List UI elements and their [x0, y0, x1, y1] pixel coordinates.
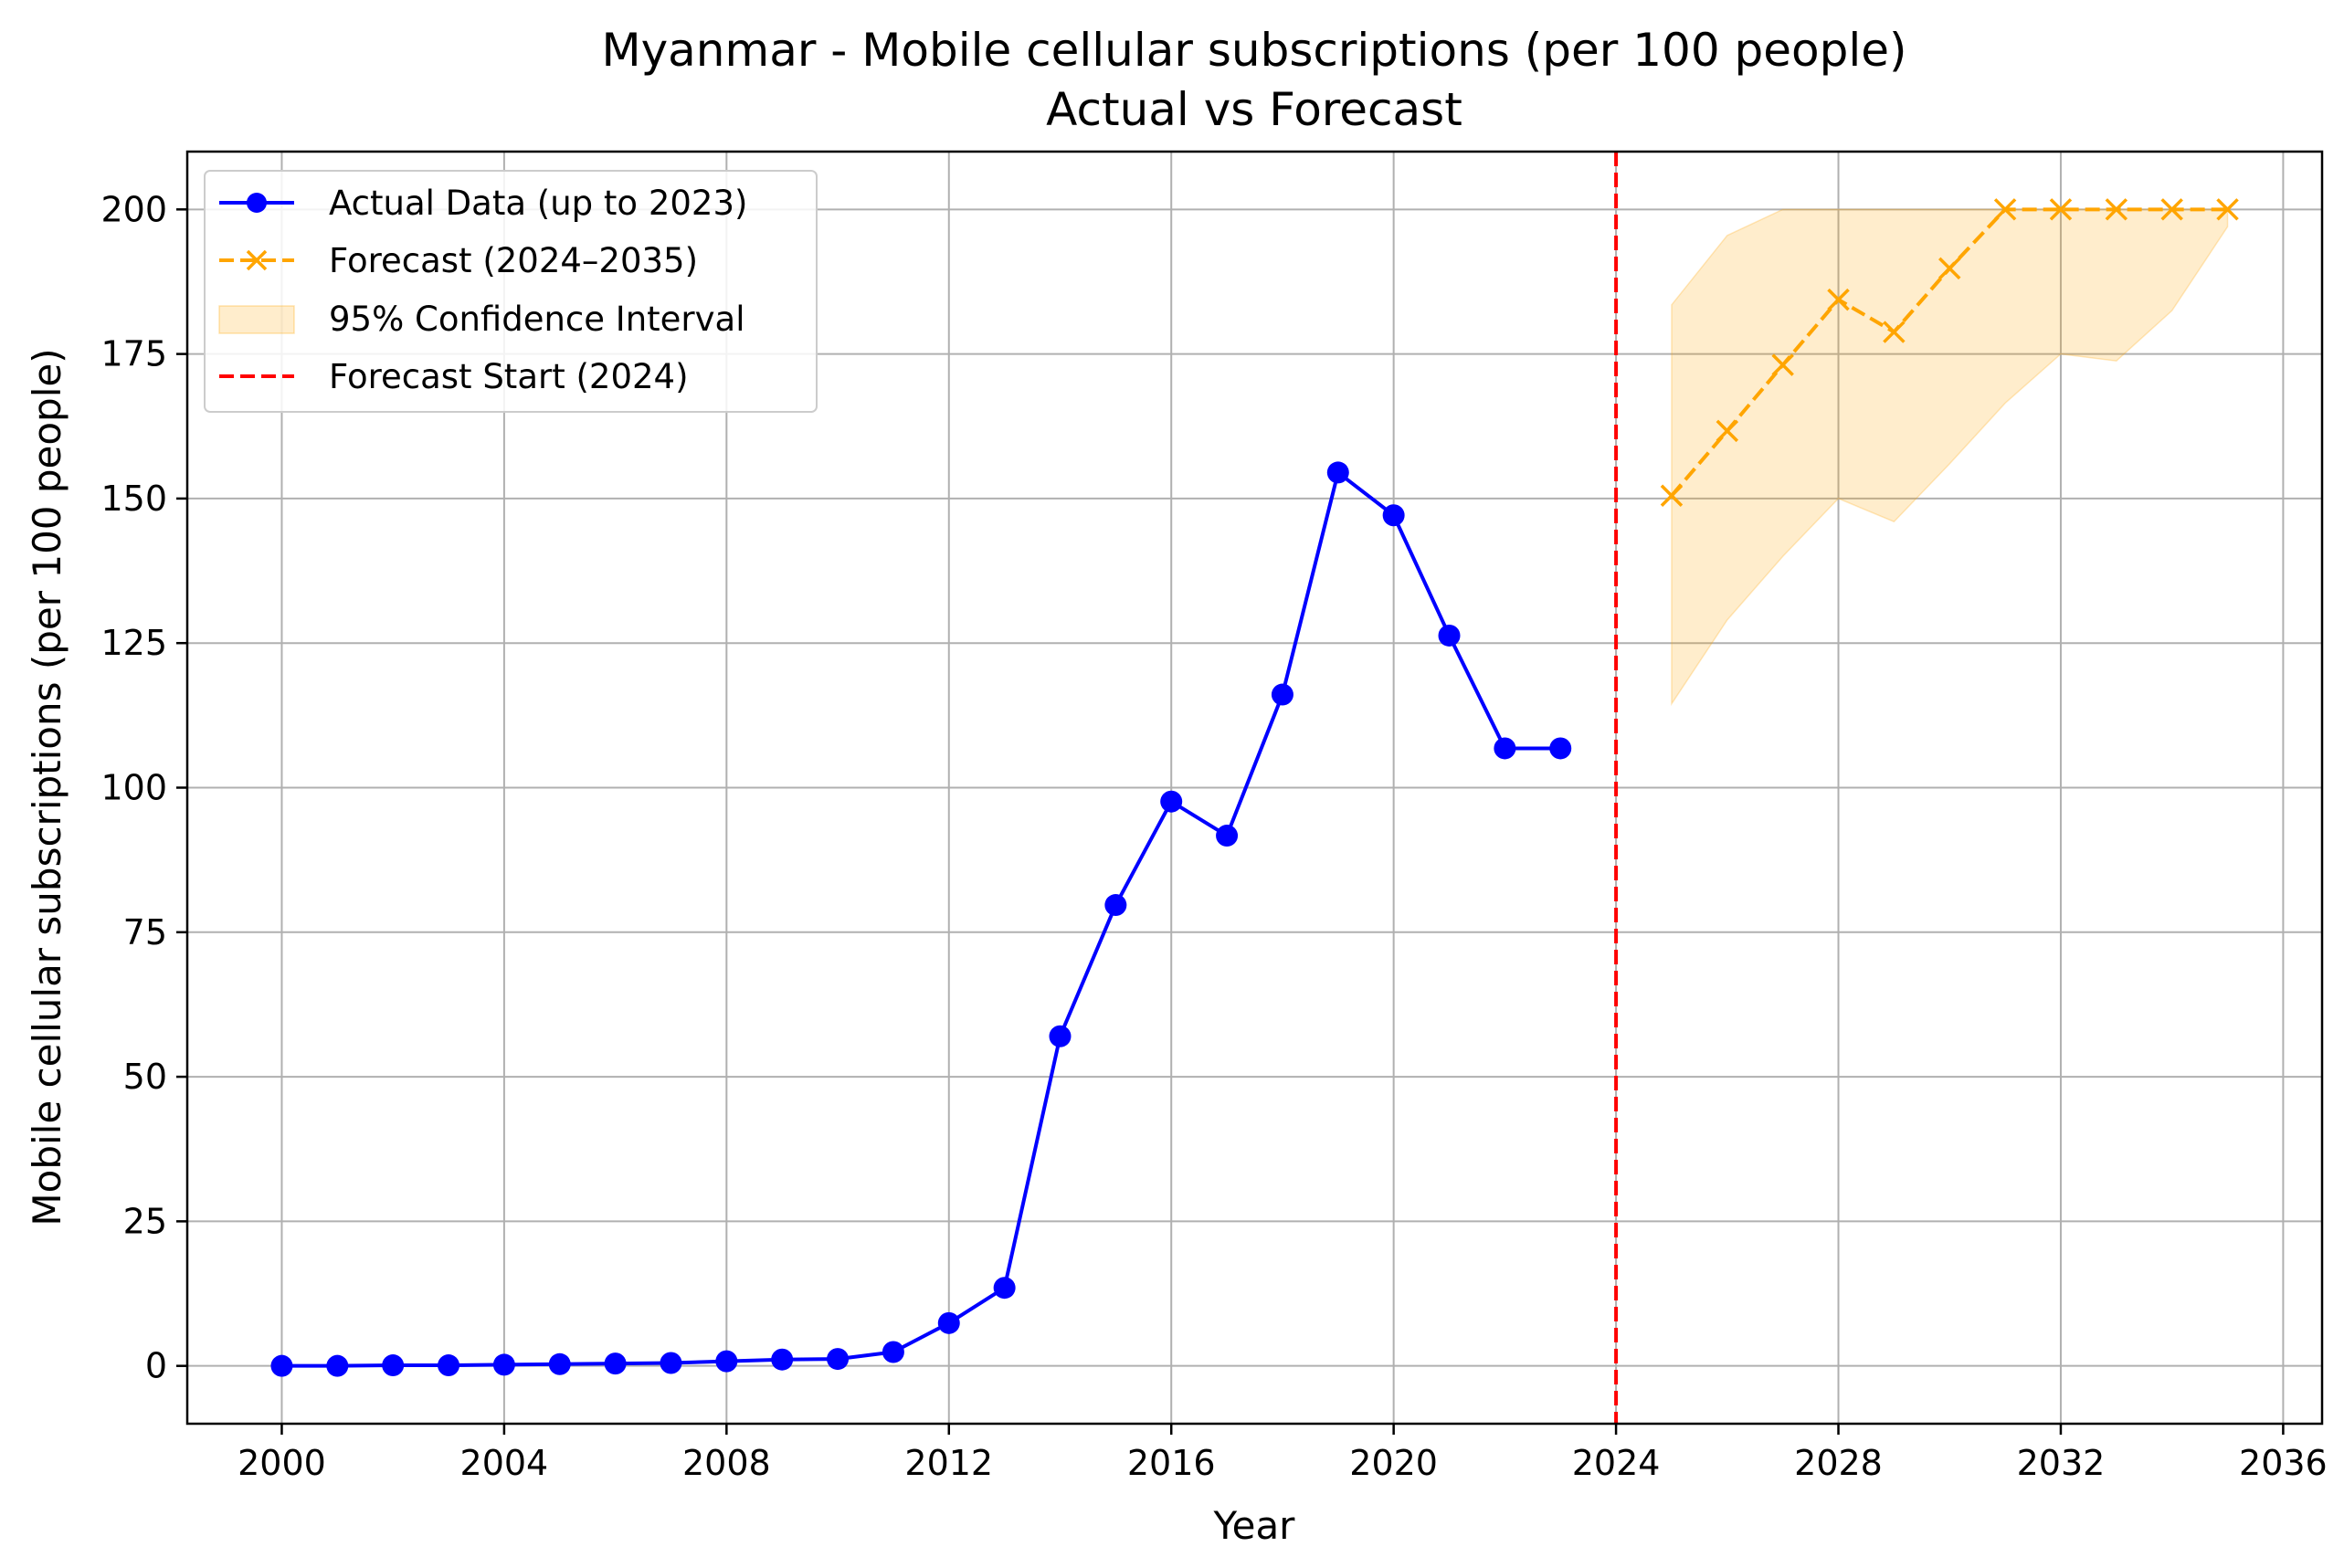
actual-data-point — [1438, 624, 1461, 647]
legend-actual-label: Actual Data (up to 2023) — [329, 184, 747, 223]
legend-box — [204, 170, 818, 413]
actual-data-point — [1549, 737, 1572, 760]
actual-data-point — [827, 1348, 850, 1371]
actual-data-point — [438, 1354, 460, 1377]
actual-data-point — [1160, 790, 1183, 813]
y-tick-label: 0 — [145, 1346, 167, 1386]
x-tick-label: 2016 — [1127, 1443, 1216, 1483]
series-layer — [270, 198, 2239, 1377]
actual-data-point — [1104, 894, 1127, 917]
x-tick-label: 2028 — [1794, 1443, 1883, 1483]
x-axis-title: Year — [1213, 1503, 1296, 1548]
actual-data-point — [937, 1311, 960, 1334]
y-tick-label: 25 — [123, 1201, 167, 1241]
legend-actual-marker — [247, 193, 267, 213]
actual-data-point — [548, 1352, 571, 1375]
forecast-data-point — [2216, 198, 2239, 221]
forecast-data-point — [1993, 198, 2017, 221]
actual-data-point — [771, 1348, 794, 1371]
x-tick-label: 2020 — [1349, 1443, 1438, 1483]
y-tick-label: 175 — [100, 334, 167, 374]
actual-data-point — [1326, 461, 1349, 484]
legend-forecast-start-label: Forecast Start (2024) — [329, 357, 689, 396]
forecast-data-point — [1883, 321, 1906, 343]
legend-forecast-marker — [246, 249, 268, 271]
legend-ci-swatch — [218, 305, 295, 334]
chart-title: Myanmar - Mobile cellular subscriptions … — [601, 24, 1906, 77]
y-tick-label: 150 — [100, 479, 167, 519]
y-axis-ticks: 0 25 50 75 100 125 150 175 200 — [100, 189, 187, 1386]
actual-data-point — [604, 1352, 627, 1375]
forecast-data-point — [1716, 419, 1739, 443]
actual-data-point — [270, 1354, 293, 1377]
forecast-data-point — [1938, 257, 1961, 280]
x-tick-label: 2012 — [904, 1443, 993, 1483]
y-tick-label: 75 — [123, 912, 167, 952]
actual-data-point — [1049, 1025, 1072, 1047]
x-tick-label: 2032 — [2017, 1443, 2106, 1483]
forecast-data-point — [2105, 198, 2128, 221]
chart-subtitle: Actual vs Forecast — [1046, 83, 1462, 136]
y-tick-label: 125 — [100, 623, 167, 663]
actual-data-point — [1271, 683, 1293, 706]
x-tick-label: 2004 — [460, 1443, 549, 1483]
actual-data-point — [1494, 737, 1516, 760]
forecast-data-point — [1827, 288, 1850, 311]
x-tick-label: 2008 — [682, 1443, 771, 1483]
x-tick-label: 2024 — [1572, 1443, 1661, 1483]
legend-forecast-label: Forecast (2024–2035) — [329, 241, 698, 280]
forecast-data-point — [1771, 353, 1794, 376]
y-tick-label: 50 — [123, 1057, 167, 1097]
x-tick-label: 2036 — [2239, 1443, 2328, 1483]
actual-data-point — [1382, 504, 1405, 527]
actual-data-point — [326, 1354, 349, 1377]
actual-data-point — [492, 1353, 515, 1376]
actual-data-point — [993, 1277, 1016, 1300]
y-tick-label: 100 — [100, 768, 167, 808]
x-axis-ticks: 2000 2004 2008 2012 2016 2020 2024 2028 2032 2036 — [238, 1424, 2328, 1483]
legend: Actual Data (up to 2023) Forecast (2024–… — [204, 170, 818, 413]
actual-data-point — [382, 1354, 405, 1377]
actual-data-point — [660, 1352, 682, 1374]
x-tick-label: 2000 — [238, 1443, 326, 1483]
actual-data-point — [715, 1350, 738, 1373]
forecast-data-point — [1660, 484, 1684, 507]
forecast-data-point — [2160, 198, 2183, 221]
actual-data-point — [1216, 825, 1239, 847]
forecast-data-point — [2049, 198, 2073, 221]
y-axis-title: Mobile cellular subscriptions (per 100 p… — [25, 348, 69, 1226]
y-tick-label: 200 — [100, 189, 167, 229]
actual-data-point — [882, 1341, 904, 1363]
legend-ci-label: 95% Confidence Interval — [329, 300, 745, 339]
